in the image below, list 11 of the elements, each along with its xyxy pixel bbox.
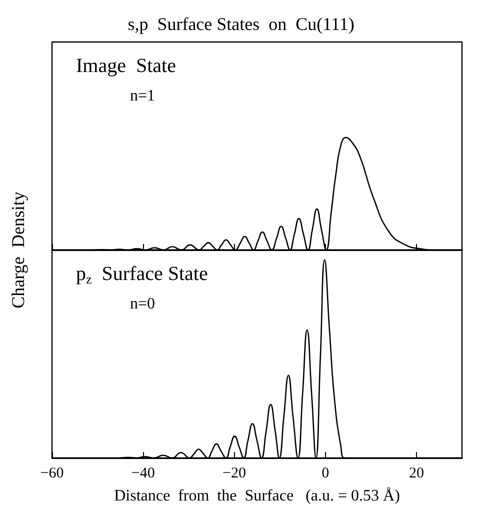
- x-tick-label: −20: [222, 466, 246, 482]
- x-axis-title: Distance from the Surface (a.u. = 0.53 Å): [114, 486, 400, 504]
- x-tick-label: −40: [131, 466, 155, 482]
- text: Image State: [76, 55, 176, 77]
- y-axis-title: Charge Density: [8, 192, 28, 308]
- text: n=1: [130, 88, 156, 104]
- x-tick-label: 20: [408, 466, 424, 482]
- x-tick-label: −60: [40, 466, 64, 482]
- annotation: n=0: [130, 296, 156, 312]
- chart-title: s,p Surface States on Cu(111): [128, 14, 354, 34]
- x-tick-label: 0: [322, 466, 330, 482]
